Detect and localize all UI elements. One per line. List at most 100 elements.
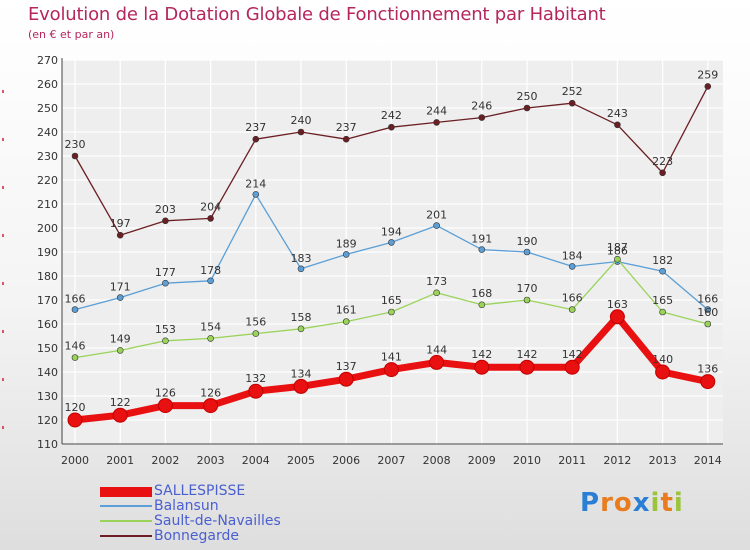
data-label-bonnegarde-2012: 243 bbox=[607, 107, 628, 120]
point-bonnegarde-2007 bbox=[388, 123, 395, 131]
point-sallespisse-2014 bbox=[700, 374, 716, 390]
data-label-balansun-2002: 177 bbox=[155, 266, 176, 279]
point-balansun-2003 bbox=[207, 277, 214, 285]
point-bonnegarde-2012 bbox=[614, 121, 621, 129]
y-tick-180: 180 bbox=[37, 270, 58, 283]
point-sault-de-navailles-2001 bbox=[116, 347, 124, 354]
data-label-sault-de-navailles-2012: 187 bbox=[607, 241, 628, 254]
x-tick-2005: 2005 bbox=[287, 454, 315, 467]
data-label-sault-de-navailles-2005: 158 bbox=[291, 311, 312, 324]
data-label-balansun-2013: 182 bbox=[652, 254, 673, 267]
point-bonnegarde-2001 bbox=[116, 231, 124, 239]
point-bonnegarde-2009 bbox=[478, 114, 486, 121]
data-label-bonnegarde-2000: 230 bbox=[65, 138, 86, 151]
data-label-balansun-2011: 184 bbox=[562, 249, 583, 262]
point-sault-de-navailles-2007 bbox=[388, 308, 395, 316]
data-label-bonnegarde-2007: 242 bbox=[381, 109, 402, 122]
point-bonnegarde-2010 bbox=[523, 104, 531, 112]
legend-swatch-balansun bbox=[100, 505, 152, 507]
data-label-sault-de-navailles-2011: 166 bbox=[562, 292, 583, 305]
y-tick-110: 110 bbox=[37, 438, 58, 451]
point-sault-de-navailles-2006 bbox=[342, 318, 350, 325]
logo-letter: t bbox=[660, 488, 674, 518]
data-label-sallespisse-2014: 136 bbox=[697, 363, 718, 376]
y-tick-210: 210 bbox=[37, 198, 58, 211]
data-label-sault-de-navailles-2003: 154 bbox=[200, 320, 221, 333]
data-label-sallespisse-2013: 140 bbox=[652, 353, 673, 366]
point-sallespisse-2001 bbox=[112, 407, 128, 423]
y-tick-230: 230 bbox=[37, 150, 58, 163]
data-label-sallespisse-2007: 141 bbox=[381, 351, 402, 364]
legend-swatch-bonnegarde bbox=[100, 535, 152, 537]
data-label-sallespisse-2001: 122 bbox=[110, 396, 131, 409]
legend-item-bonnegarde: Bonnegarde bbox=[100, 529, 320, 544]
legend-item-balansun: Balansun bbox=[100, 499, 320, 514]
data-label-sault-de-navailles-2013: 165 bbox=[652, 294, 673, 307]
x-tick-2010: 2010 bbox=[513, 454, 541, 467]
data-label-bonnegarde-2009: 246 bbox=[471, 100, 492, 113]
data-label-bonnegarde-2008: 244 bbox=[426, 104, 447, 117]
x-tick-2001: 2001 bbox=[106, 454, 134, 467]
point-bonnegarde-2000 bbox=[71, 152, 79, 160]
point-sault-de-navailles-2002 bbox=[162, 337, 169, 345]
legend-swatch-sallespisse bbox=[100, 487, 152, 497]
data-label-balansun-2000: 166 bbox=[65, 293, 86, 306]
data-label-sault-de-navailles-2006: 161 bbox=[336, 304, 357, 317]
data-label-sallespisse-2008: 144 bbox=[426, 343, 447, 356]
point-balansun-2007 bbox=[388, 239, 395, 246]
point-sault-de-navailles-2013 bbox=[659, 308, 666, 316]
point-bonnegarde-2006 bbox=[342, 135, 350, 143]
point-sallespisse-2007 bbox=[383, 362, 399, 378]
data-label-sallespisse-2010: 142 bbox=[517, 348, 538, 361]
legend-label-sault-de-navailles: Sault-de-Navailles bbox=[154, 513, 281, 529]
y-tick-170: 170 bbox=[37, 294, 58, 307]
data-label-sallespisse-2004: 132 bbox=[245, 372, 266, 385]
legend-item-sault-de-navailles: Sault-de-Navailles bbox=[100, 514, 320, 529]
point-balansun-2005 bbox=[297, 265, 305, 273]
point-balansun-2011 bbox=[568, 263, 576, 270]
data-label-sault-de-navailles-2007: 165 bbox=[381, 294, 402, 307]
point-sallespisse-2012 bbox=[609, 309, 625, 325]
data-label-balansun-2005: 183 bbox=[291, 252, 312, 265]
data-label-sallespisse-2012: 163 bbox=[607, 298, 628, 311]
point-bonnegarde-2004 bbox=[252, 135, 260, 143]
data-label-balansun-2004: 214 bbox=[245, 177, 266, 190]
point-sault-de-navailles-2008 bbox=[433, 289, 440, 297]
point-sallespisse-2000 bbox=[67, 412, 83, 428]
data-label-balansun-2010: 190 bbox=[517, 235, 538, 248]
data-label-sallespisse-2000: 120 bbox=[65, 401, 86, 414]
point-balansun-2000 bbox=[71, 306, 79, 313]
data-label-sallespisse-2005: 134 bbox=[291, 367, 312, 380]
data-label-sallespisse-2011: 142 bbox=[562, 348, 583, 361]
data-label-bonnegarde-2014: 259 bbox=[697, 68, 718, 81]
point-sallespisse-2002 bbox=[157, 398, 173, 414]
point-balansun-2002 bbox=[162, 279, 169, 287]
logo-letter: P bbox=[580, 488, 601, 518]
y-tick-240: 240 bbox=[37, 126, 58, 139]
data-label-balansun-2006: 189 bbox=[336, 237, 357, 250]
data-label-bonnegarde-2011: 252 bbox=[562, 85, 583, 98]
point-balansun-2008 bbox=[433, 222, 440, 229]
point-sault-de-navailles-2011 bbox=[568, 306, 576, 313]
y-tick-270: 270 bbox=[37, 54, 58, 67]
data-label-sault-de-navailles-2004: 156 bbox=[245, 316, 266, 329]
point-sault-de-navailles-2009 bbox=[478, 301, 486, 309]
point-balansun-2004 bbox=[252, 191, 260, 198]
y-tick-190: 190 bbox=[37, 246, 58, 259]
chart-title: Evolution de la Dotation Globale de Fonc… bbox=[28, 4, 606, 25]
point-bonnegarde-2013 bbox=[659, 169, 666, 177]
data-label-sault-de-navailles-2001: 149 bbox=[110, 332, 131, 345]
legend-label-bonnegarde: Bonnegarde bbox=[154, 528, 240, 544]
data-label-bonnegarde-2010: 250 bbox=[517, 90, 538, 103]
data-label-bonnegarde-2002: 203 bbox=[155, 203, 176, 216]
data-label-bonnegarde-2003: 204 bbox=[200, 200, 221, 213]
point-balansun-2010 bbox=[523, 248, 531, 256]
x-tick-2004: 2004 bbox=[242, 454, 270, 467]
data-label-bonnegarde-2006: 237 bbox=[336, 121, 357, 134]
data-label-sault-de-navailles-2009: 168 bbox=[471, 287, 492, 300]
point-balansun-2009 bbox=[478, 246, 486, 253]
point-balansun-2014 bbox=[704, 306, 712, 313]
point-sault-de-navailles-2000 bbox=[71, 354, 79, 361]
point-sault-de-navailles-2004 bbox=[252, 330, 260, 337]
y-tick-150: 150 bbox=[37, 342, 58, 355]
